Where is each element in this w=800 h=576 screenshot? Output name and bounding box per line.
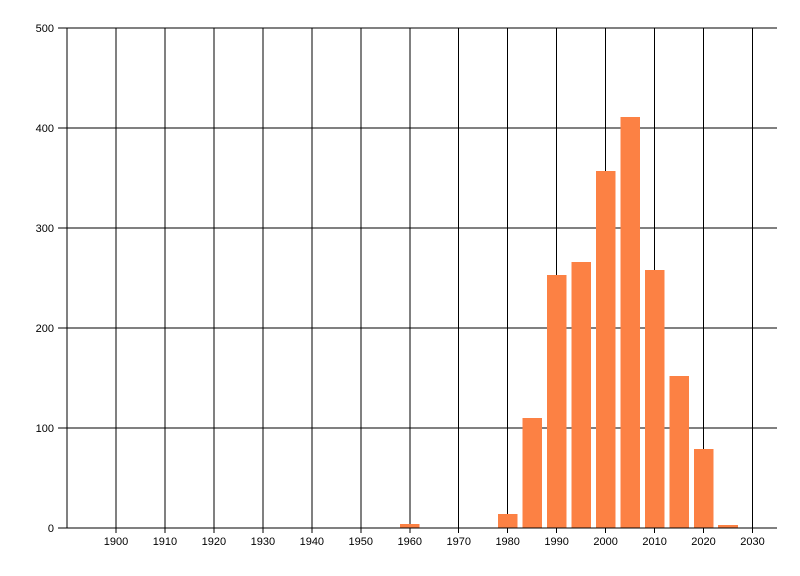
x-tick-label: 1910	[153, 536, 177, 548]
y-tick-label: 200	[36, 323, 54, 335]
bar	[595, 171, 616, 528]
y-tick-label: 0	[48, 523, 54, 535]
x-tick-label: 1930	[251, 536, 275, 548]
y-tick-label: 100	[36, 423, 54, 435]
x-tick-label: 1920	[202, 536, 226, 548]
x-tick-label: 1900	[104, 536, 128, 548]
x-tick-label: 1970	[446, 536, 470, 548]
bar	[693, 449, 714, 528]
y-tick-label: 500	[36, 23, 54, 35]
bar	[522, 418, 542, 528]
x-tick-label: 2020	[691, 536, 715, 548]
x-tick-label: 1990	[544, 536, 568, 548]
x-tick-label: 2000	[593, 536, 617, 548]
bar	[644, 270, 665, 528]
bar	[497, 514, 518, 528]
y-tick-label: 400	[36, 123, 54, 135]
x-tick-label: 1960	[398, 536, 422, 548]
x-tick-label: 1940	[300, 536, 324, 548]
x-tick-label: 2030	[740, 536, 764, 548]
y-tick-label: 300	[36, 223, 54, 235]
bar	[571, 262, 591, 528]
x-tick-label: 2010	[642, 536, 666, 548]
bar	[718, 525, 738, 528]
bar	[399, 524, 420, 528]
x-tick-label: 1950	[349, 536, 373, 548]
bar	[620, 117, 640, 528]
bar	[546, 275, 567, 528]
bar	[669, 376, 689, 528]
x-tick-label: 1980	[495, 536, 519, 548]
